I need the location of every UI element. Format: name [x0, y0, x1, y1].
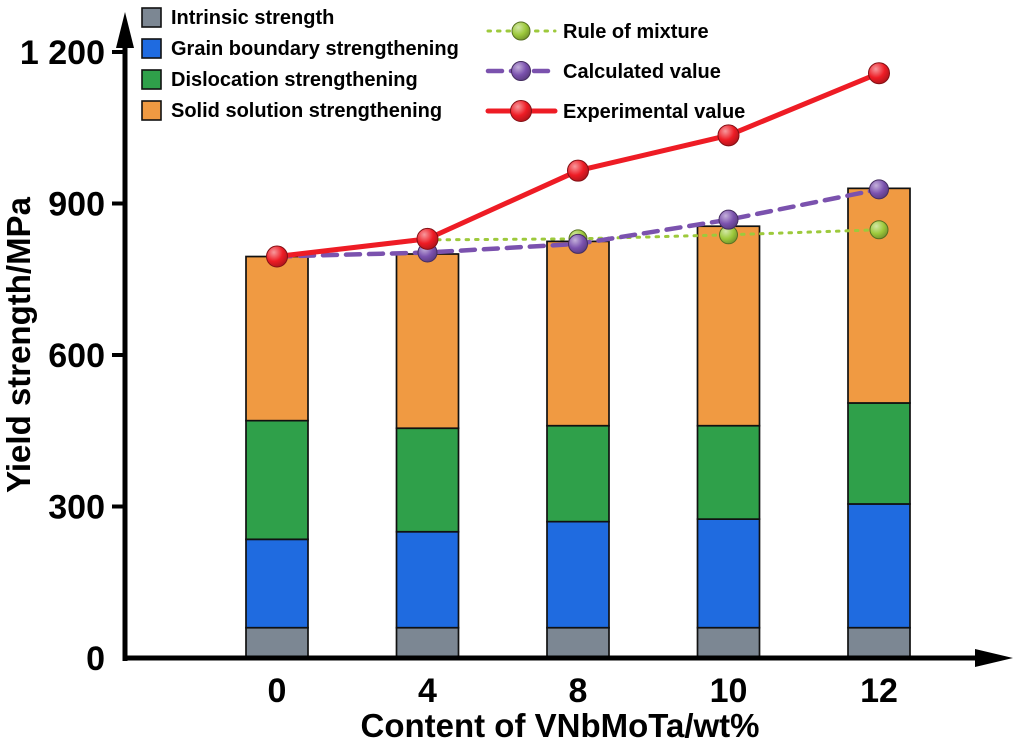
bar-segment [395, 427, 460, 533]
bar-segment [395, 626, 460, 659]
x-axis-arrow [975, 649, 1013, 667]
legend-label: Solid solution strengthening [171, 100, 442, 122]
bar-segment [696, 518, 761, 629]
bars-group [245, 187, 911, 659]
legend-marker-sample [511, 61, 531, 81]
data-point-marker [416, 227, 439, 250]
legend-label: Dislocation strengthening [171, 69, 418, 91]
x-tick-label: 8 [569, 672, 588, 710]
bar-segment [546, 520, 610, 629]
bar-segment [395, 530, 460, 629]
data-point-marker [868, 62, 890, 85]
bar-segment [546, 240, 610, 427]
y-tick-label: 0 [86, 640, 105, 678]
bar-segment [696, 424, 761, 520]
legend-label: Rule of mixture [563, 21, 709, 43]
bar-segment [696, 225, 761, 427]
data-point-marker [718, 209, 739, 230]
legend-swatch [141, 38, 162, 59]
legend-swatch [141, 7, 162, 28]
x-tick-label: 10 [710, 672, 748, 710]
lines-group [266, 62, 890, 268]
bar-segment [847, 626, 911, 659]
data-point-marker [567, 159, 589, 182]
x-tick-label: 12 [860, 672, 898, 710]
legend-marker-sample [511, 21, 531, 41]
x-tick-label: 4 [418, 672, 437, 710]
bar-segment [245, 626, 309, 659]
legend-label: Experimental value [563, 101, 745, 123]
y-tick-label: 600 [48, 337, 105, 375]
axes-group: 0 300 600 900 1 200 0 4 8 10 12 Content of VNbMoTa… [0, 12, 1013, 744]
legend-marker-sample [510, 100, 532, 122]
line-legend: Rule of mixture Calculated value Experimen… [485, 21, 745, 123]
bar-segment [546, 626, 610, 659]
series-line-dotted [275, 228, 881, 259]
legend-label: Calculated value [563, 61, 721, 83]
bar-legend: Intrinsic strength Grain boundary strengt… [141, 7, 459, 122]
bar-segment [245, 419, 309, 541]
bar-segment [546, 424, 610, 523]
y-axis-title: Yield strength/MPa [0, 196, 37, 492]
data-point-marker [568, 233, 588, 254]
y-axis-arrow [116, 12, 134, 48]
bar-segment [847, 402, 911, 505]
y-tick-label: 900 [48, 186, 105, 224]
data-point-marker [869, 220, 889, 240]
bar-segment [847, 503, 911, 629]
data-point-marker [869, 179, 889, 200]
data-point-marker [266, 245, 288, 268]
legend-label: Intrinsic strength [171, 7, 334, 29]
x-tick-label: 0 [268, 672, 287, 710]
legend-label: Grain boundary strengthening [171, 38, 459, 60]
bar-segment [696, 626, 761, 659]
data-point-marker [717, 124, 740, 147]
legend-swatch [141, 100, 162, 121]
y-tick-label: 300 [48, 489, 105, 527]
bar-segment [395, 253, 460, 430]
bar-segment [245, 538, 309, 629]
bar-segment [245, 255, 309, 422]
x-axis-title: Content of VNbMoTa/wt% [361, 707, 760, 744]
y-tick-label: 1 200 [20, 34, 105, 72]
legend-swatch [141, 69, 162, 90]
